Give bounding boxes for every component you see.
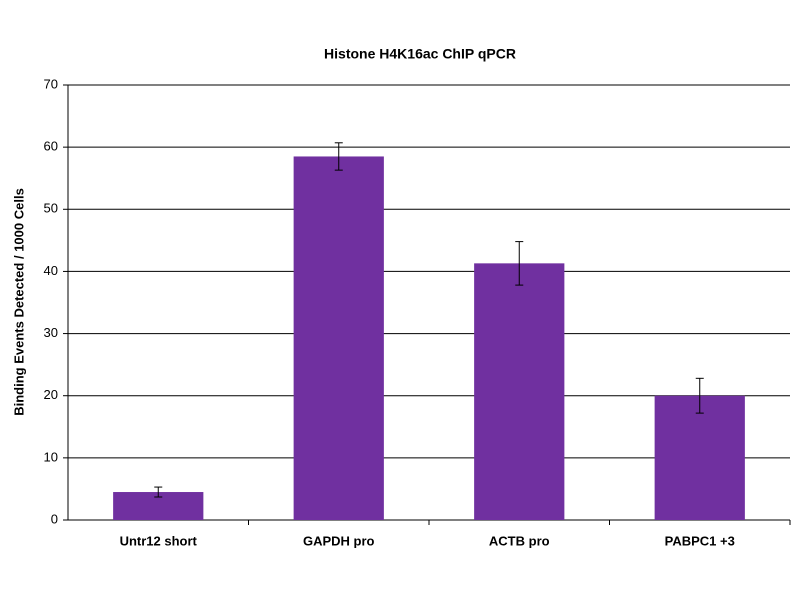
y-tick-label: 30 <box>44 325 58 340</box>
y-axis-label: Binding Events Detected / 1000 Cells <box>11 188 26 416</box>
error-bar <box>695 377 704 414</box>
error-bar <box>334 142 343 171</box>
error-bar <box>515 241 524 286</box>
x-tick-label: GAPDH pro <box>303 533 375 548</box>
y-tick-label: 0 <box>51 511 58 526</box>
y-tick-label: 50 <box>44 201 58 216</box>
x-tick-label: Untr12 short <box>120 533 198 548</box>
y-tick-label: 10 <box>44 449 58 464</box>
y-tick-label: 20 <box>44 387 58 402</box>
y-tick-label: 40 <box>44 263 58 278</box>
bar <box>293 156 384 520</box>
bar <box>654 395 745 520</box>
x-tick-label: ACTB pro <box>489 533 550 548</box>
y-tick-label: 60 <box>44 139 58 154</box>
y-tick-label: 70 <box>44 76 58 91</box>
bar <box>474 263 565 520</box>
error-bar <box>154 486 163 498</box>
chart-title: Histone H4K16ac ChIP qPCR <box>324 46 516 62</box>
x-tick-label: PABPC1 +3 <box>665 533 735 548</box>
